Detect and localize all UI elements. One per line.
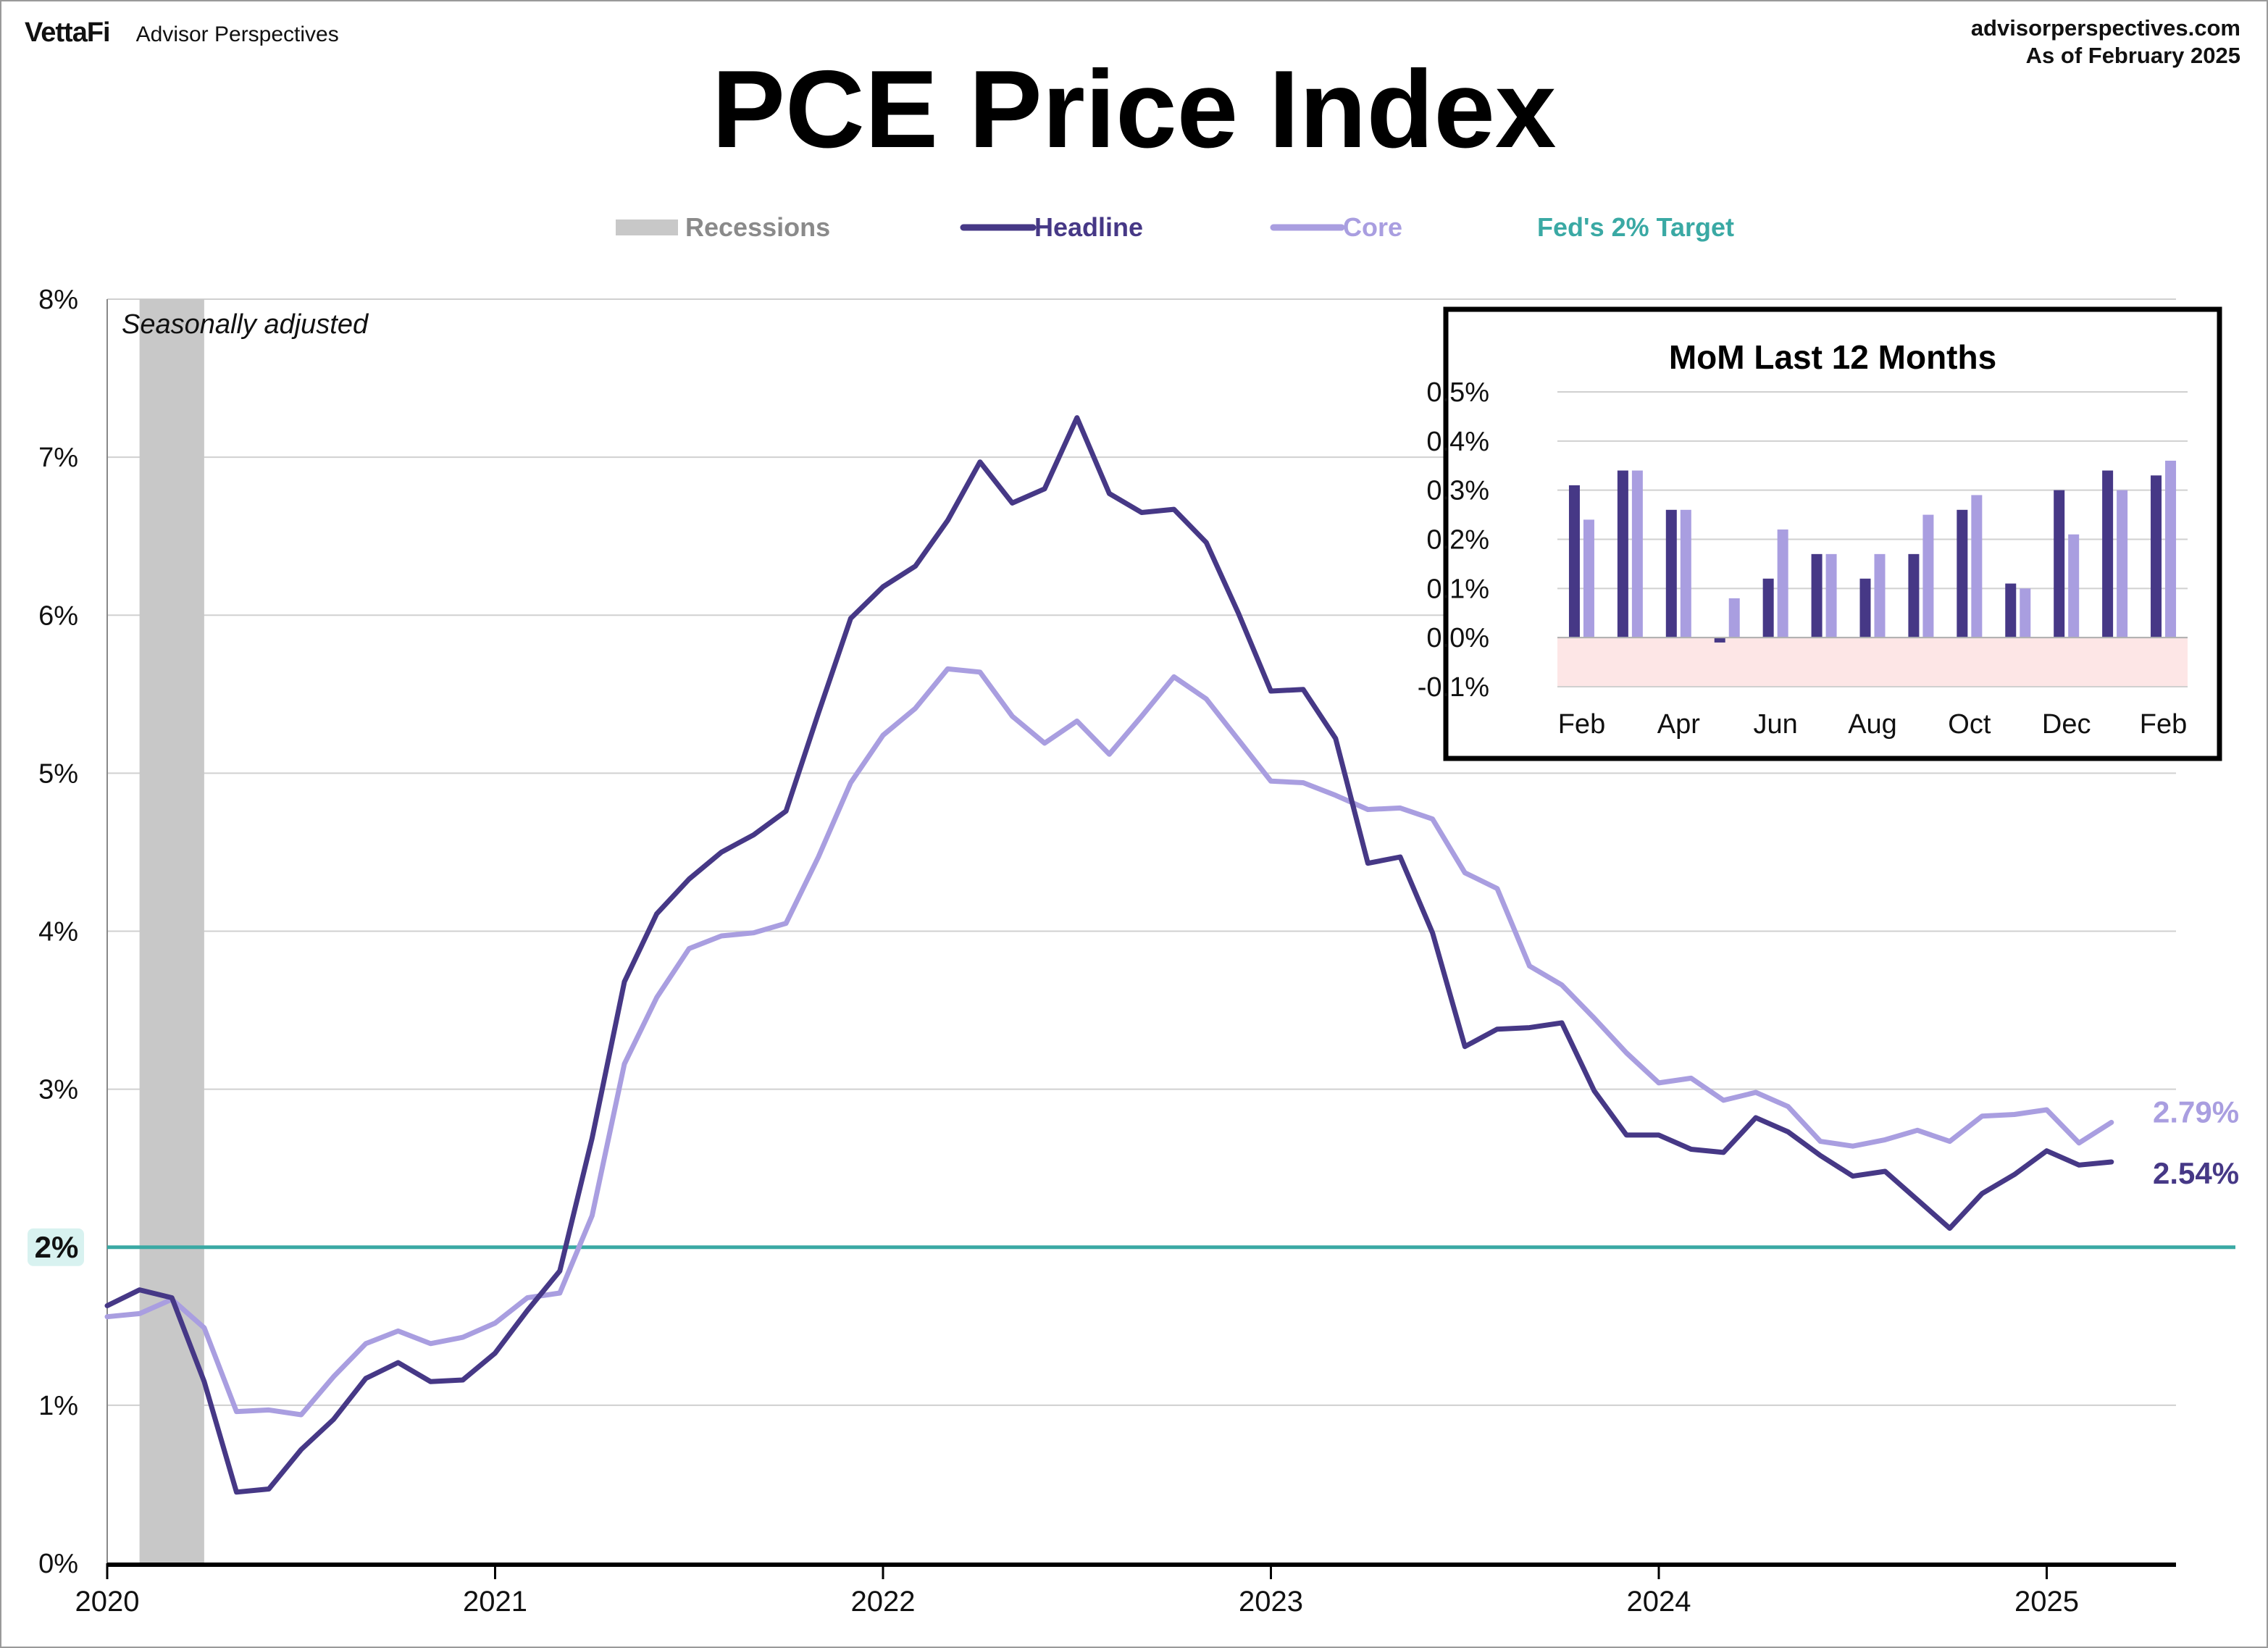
x-tick-label: 2020 bbox=[75, 1586, 140, 1618]
y-tick-label: 3% bbox=[38, 1075, 78, 1105]
x-tick-label: 2025 bbox=[2014, 1586, 2079, 1618]
inset-bar-headline bbox=[1957, 509, 1968, 638]
negative-band bbox=[1557, 637, 2188, 687]
inset-bar-core bbox=[1583, 519, 1594, 638]
inset-x-tick-label: Dec bbox=[2042, 709, 2091, 740]
inset-bar-core bbox=[1874, 553, 1886, 638]
inset-bar-core bbox=[2117, 490, 2128, 638]
inset-bar-headline bbox=[1617, 470, 1628, 638]
inset-y-tick-label: 0.4% bbox=[1426, 427, 1489, 457]
inset-title: MoM Last 12 Months bbox=[1669, 338, 1996, 376]
main-series: 2.54% 2.79% bbox=[104, 415, 2239, 1495]
end-label-headline: 2.54% bbox=[2153, 1156, 2239, 1190]
inset-x-tick-label: Feb bbox=[1558, 709, 1605, 740]
target-label-box bbox=[28, 1228, 84, 1266]
inset-bar-core bbox=[1728, 598, 1740, 638]
y-tick-label: 0% bbox=[38, 1549, 78, 1579]
inset-bar-headline bbox=[2005, 583, 2017, 638]
as-of-date: As of February 2025 bbox=[2025, 43, 2240, 68]
recession-band bbox=[139, 299, 204, 1563]
inset-bar-core bbox=[2165, 460, 2177, 638]
inset-bar-headline bbox=[2151, 475, 2162, 638]
inset-y-tick-label: 0.1% bbox=[1426, 574, 1489, 604]
site-url: advisorperspectives.com bbox=[1970, 15, 2240, 41]
series-line-headline bbox=[104, 415, 2114, 1495]
inset-bar-headline bbox=[1762, 578, 1774, 638]
x-tick-label: 2022 bbox=[851, 1586, 916, 1618]
y-tick-label: 8% bbox=[38, 285, 78, 315]
inset-bar-headline bbox=[1665, 509, 1677, 638]
legend-recessions-label: Recessions bbox=[685, 212, 830, 242]
x-tick-label: 2023 bbox=[1239, 1586, 1303, 1618]
series-line-core bbox=[104, 666, 2114, 1418]
y-tick-label: 6% bbox=[38, 601, 78, 631]
inset-bar-core bbox=[1777, 529, 1788, 638]
source-info: advisorperspectives.com As of February 2… bbox=[1971, 14, 2240, 70]
vettafi-logo: VettaFi bbox=[25, 17, 111, 48]
y-tick-label: 4% bbox=[38, 917, 78, 948]
recession-shading bbox=[139, 299, 204, 1563]
x-tick-label: 2021 bbox=[463, 1586, 527, 1618]
mom-inset: MoM Last 12 Months 0.5% 0.4% 0.3% 0.2% 0.1% 0.… bbox=[1418, 306, 2222, 761]
seasonally-adjusted-note: Seasonally adjusted bbox=[122, 309, 369, 340]
y-tick-label: 7% bbox=[38, 443, 78, 473]
inset-y-tick-label: 0.0% bbox=[1426, 623, 1489, 653]
chart-title: PCE Price Index bbox=[711, 48, 1557, 171]
inset-x-tick-label: Aug bbox=[1848, 709, 1897, 740]
x-tick-label: 2024 bbox=[1627, 1586, 1691, 1618]
inset-bar-headline bbox=[1908, 553, 1920, 638]
inset-bar-core bbox=[1971, 495, 1983, 638]
end-label-core: 2.79% bbox=[2153, 1095, 2239, 1129]
legend-target-label: Fed's 2% Target bbox=[1537, 212, 1734, 242]
inset-bar-headline bbox=[1811, 553, 1823, 638]
inset-bar-core bbox=[1680, 509, 1691, 638]
main-x-axis: 2020 2021 2022 2023 2024 2025 bbox=[75, 299, 2176, 1618]
brand: VettaFi Advisor Perspectives bbox=[25, 17, 339, 49]
inset-y-tick-label: -0.1% bbox=[1418, 672, 1489, 703]
legend: Recessions Headline Core Fed's 2% Target bbox=[616, 212, 1734, 242]
inset-x-tick-label: Oct bbox=[1948, 709, 1991, 740]
inset-bar-core bbox=[1922, 514, 1934, 638]
legend-recessions-swatch bbox=[616, 219, 678, 235]
inset-y-tick-label: 0.2% bbox=[1426, 525, 1489, 556]
inset-bar-core bbox=[2020, 588, 2031, 638]
legend-core-label: Core bbox=[1343, 212, 1402, 242]
inset-bar-core bbox=[2068, 534, 2080, 638]
target-label: 2% bbox=[35, 1230, 79, 1264]
inset-bar-core bbox=[1825, 553, 1837, 638]
y-tick-label: 5% bbox=[38, 758, 78, 789]
inset-bar-headline bbox=[1859, 578, 1871, 638]
inset-y-tick-label: 0.5% bbox=[1426, 377, 1489, 408]
inset-bar-core bbox=[1631, 470, 1643, 638]
y-tick-label: 1% bbox=[38, 1391, 78, 1421]
main-y-axis: 0% 1% 3% 4% 5% 6% 7% 8% bbox=[38, 285, 78, 1579]
inset-x-tick-label: Feb bbox=[2140, 709, 2187, 740]
inset-bar-headline bbox=[1714, 637, 1725, 643]
inset-x-tick-label: Jun bbox=[1754, 709, 1798, 740]
inset-bar-headline bbox=[2102, 470, 2114, 638]
brand-name: Advisor Perspectives bbox=[135, 22, 339, 46]
inset-bar-headline bbox=[1568, 485, 1580, 638]
inset-x-tick-label: Apr bbox=[1657, 709, 1700, 740]
inset-bar-headline bbox=[2054, 490, 2065, 638]
fed-target-line: 2% bbox=[28, 1228, 2235, 1266]
legend-headline-label: Headline bbox=[1034, 212, 1143, 242]
inset-y-tick-label: 0.3% bbox=[1426, 476, 1489, 506]
